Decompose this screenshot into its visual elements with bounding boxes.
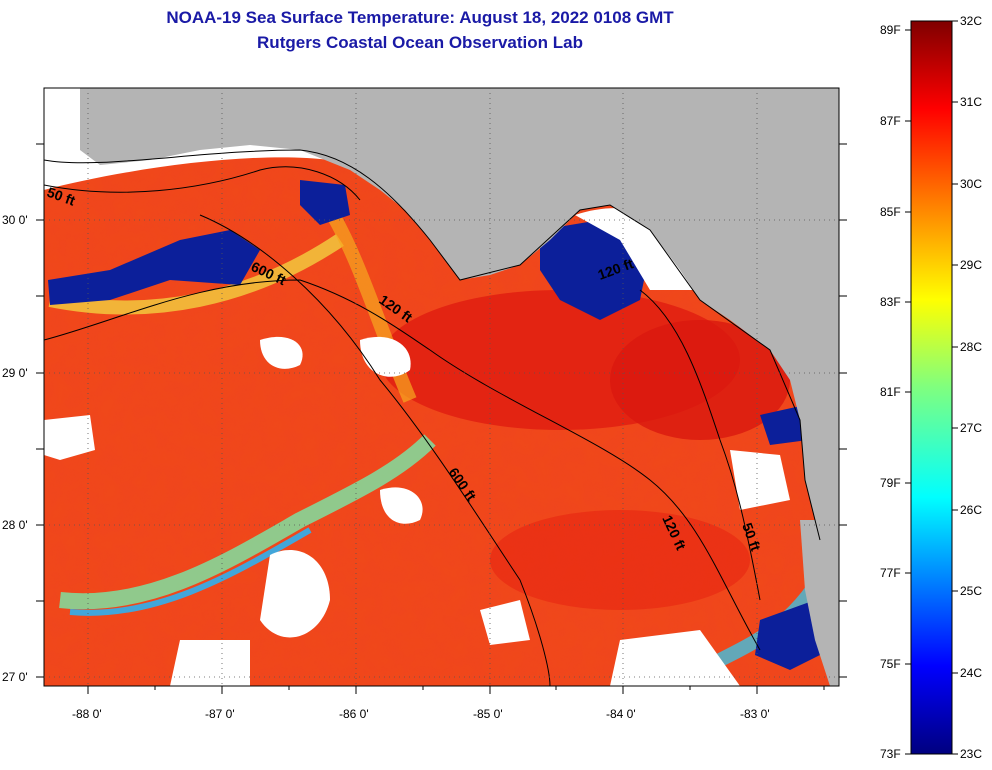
coastline bbox=[44, 149, 821, 541]
cloud-mask bbox=[380, 487, 423, 524]
colorbar-f-label: 83F bbox=[880, 295, 901, 309]
cool-filament bbox=[59, 434, 436, 610]
colorbar-f-label: 77F bbox=[880, 566, 901, 580]
cold-water-patch bbox=[300, 180, 350, 225]
colorbar-c-label: 25C bbox=[960, 584, 983, 598]
cold-water-patch bbox=[760, 405, 808, 445]
colorbar-c-label: 23C bbox=[960, 747, 983, 761]
lat-tick-label: 30 0' bbox=[2, 213, 28, 227]
contour-50ft-east bbox=[639, 289, 761, 601]
cloud-mask bbox=[480, 600, 530, 645]
warm-water-patch bbox=[490, 510, 750, 610]
lat-tick-label: 28 0' bbox=[2, 518, 28, 532]
map-area bbox=[44, 88, 839, 686]
contour-120ft bbox=[44, 279, 761, 651]
cloud-mask bbox=[730, 450, 790, 510]
colorbar-c-label: 28C bbox=[960, 340, 983, 354]
colorbar-f-label: 89F bbox=[880, 23, 901, 37]
colorbar-f-label: 79F bbox=[880, 476, 901, 490]
cold-water-patch bbox=[540, 220, 650, 320]
tick-marks bbox=[36, 143, 847, 694]
cool-filament bbox=[48, 234, 344, 315]
cloud-mask bbox=[44, 415, 95, 460]
colorbar-c-label: 32C bbox=[960, 14, 983, 28]
lon-tick-label: -84 0' bbox=[606, 707, 636, 721]
colorbar-c-label: 30C bbox=[960, 177, 983, 191]
colorbar-f-label: 75F bbox=[880, 657, 901, 671]
colorbar-f-label: 81F bbox=[880, 385, 901, 399]
colorbar-f-label: 85F bbox=[880, 205, 901, 219]
colorbar-c-label: 31C bbox=[960, 95, 983, 109]
colorbar-c-label: 26C bbox=[960, 503, 983, 517]
cloud-mask bbox=[360, 336, 411, 377]
colorbar-c-label: 27C bbox=[960, 421, 983, 435]
contour-600ft bbox=[199, 214, 551, 686]
lon-tick-label: -86 0' bbox=[339, 707, 369, 721]
lat-tick-label: 27 0' bbox=[2, 670, 28, 684]
lon-tick-label: -83 0' bbox=[740, 707, 770, 721]
map-title: NOAA-19 Sea Surface Temperature: August … bbox=[166, 8, 674, 27]
land-area bbox=[80, 88, 839, 560]
map-frame bbox=[43, 87, 840, 687]
lat-tick-label: 29 0' bbox=[2, 366, 28, 380]
lon-tick-label: -87 0' bbox=[205, 707, 235, 721]
colorbar-f-label: 73F bbox=[880, 747, 901, 761]
lon-tick-label: -88 0' bbox=[72, 707, 102, 721]
colorbar bbox=[910, 20, 953, 755]
land-area bbox=[800, 520, 839, 686]
cloud-mask bbox=[170, 640, 250, 686]
cloud-mask bbox=[260, 336, 303, 369]
cold-water-patch bbox=[48, 230, 260, 305]
cloud-mask bbox=[260, 550, 330, 638]
colorbar-ticks bbox=[905, 20, 958, 755]
lon-tick-label: -85 0' bbox=[473, 707, 503, 721]
cloud-mask bbox=[610, 630, 740, 686]
cool-filament bbox=[69, 527, 312, 616]
colorbar-f-label: 87F bbox=[880, 114, 901, 128]
warm-water-patch bbox=[610, 320, 790, 440]
cloud-mask bbox=[44, 88, 80, 160]
colorbar-c-label: 24C bbox=[960, 666, 983, 680]
colorbar-c-label: 29C bbox=[960, 258, 983, 272]
contour-50ft bbox=[44, 166, 361, 201]
map-subtitle: Rutgers Coastal Ocean Observation Lab bbox=[257, 33, 583, 52]
